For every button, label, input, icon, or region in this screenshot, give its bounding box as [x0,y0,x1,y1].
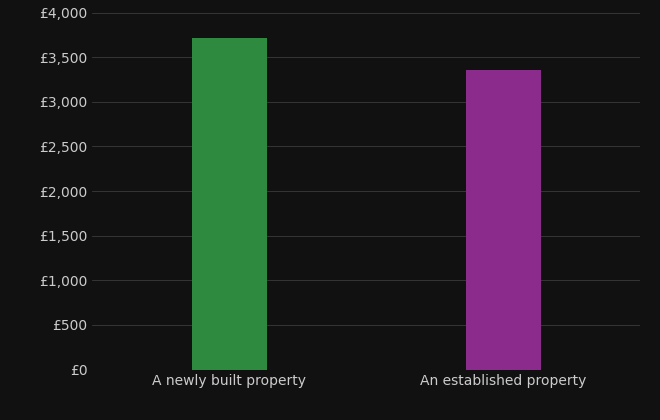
Bar [465,70,541,370]
Bar [191,38,267,370]
